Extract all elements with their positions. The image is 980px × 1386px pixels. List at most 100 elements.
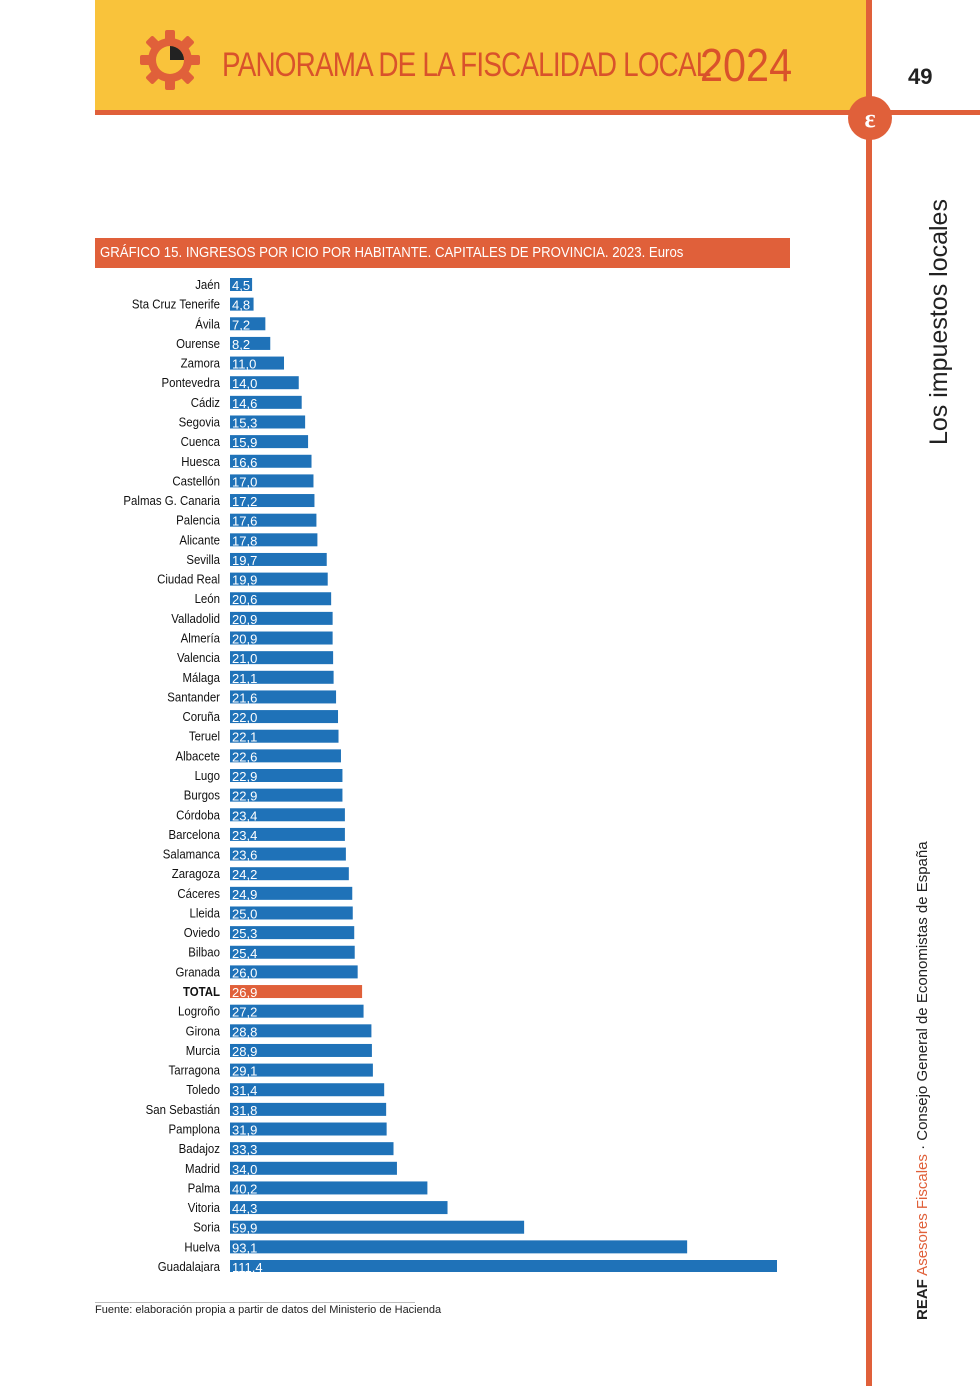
value-label: 17,2 [232, 494, 257, 509]
bar [230, 1122, 387, 1136]
side-divider [866, 0, 872, 1386]
value-label: 15,3 [232, 415, 257, 430]
value-label: 21,6 [232, 690, 257, 705]
category-label: Jaén [195, 277, 220, 292]
value-label: 22,9 [232, 789, 257, 804]
value-label: 23,4 [232, 828, 257, 843]
category-label: Pamplona [169, 1122, 221, 1137]
bar [230, 651, 334, 665]
value-label: 34,0 [232, 1162, 257, 1177]
value-label: 14,0 [232, 376, 257, 391]
category-label: Toledo [186, 1083, 220, 1098]
category-label: TOTAL [183, 984, 221, 999]
section-title: Los impuestos locales [925, 199, 953, 445]
bar [230, 1102, 387, 1116]
bar [230, 1161, 397, 1175]
value-label: 20,6 [232, 592, 257, 607]
category-label: Zaragoza [172, 867, 220, 882]
category-label: Badajoz [179, 1141, 220, 1156]
category-label: Alicante [179, 533, 220, 548]
chart-header: GRÁFICO 15. INGRESOS POR ICIO POR HABITA… [95, 238, 790, 268]
category-label: San Sebastián [146, 1102, 221, 1117]
bar [230, 336, 271, 350]
bar [230, 886, 353, 900]
bar [230, 278, 253, 291]
footnote: Fuente: elaboración propia a partir de d… [95, 1304, 442, 1316]
header-title: PANORAMA DE LA FISCALIDAD LOCAL [222, 46, 711, 84]
value-label: 22,1 [232, 730, 257, 745]
category-label: Madrid [185, 1161, 220, 1176]
category-label: Coruña [182, 709, 220, 724]
category-label: Burgos [184, 788, 220, 803]
category-label: Murcia [186, 1043, 220, 1058]
category-label: Ciudad Real [157, 572, 220, 587]
bar [230, 1004, 364, 1018]
bar [230, 867, 349, 881]
category-label: Santander [167, 690, 220, 705]
bar [230, 1063, 373, 1077]
bar [230, 435, 309, 449]
bar [230, 827, 345, 841]
publisher-asesores: Asesores Fiscales [914, 1154, 931, 1276]
category-label: Palmas G. Canaria [123, 493, 220, 508]
value-label: 59,9 [232, 1221, 257, 1236]
value-label: 21,1 [232, 671, 257, 686]
svg-text:ε: ε [864, 104, 875, 133]
value-label: 27,2 [232, 1005, 257, 1020]
category-label: Lugo [195, 768, 221, 783]
publisher-rest: · Consejo General de Economistas de Espa… [914, 841, 931, 1155]
header-divider [95, 110, 980, 115]
bar-chart: Jaén 4,5 Sta Cruz Tenerife 4,8 Ávila 7,2 Ouren… [123, 277, 777, 1272]
bar [230, 572, 328, 586]
value-label: 31,4 [232, 1083, 257, 1098]
value-label: 24,9 [232, 887, 257, 902]
category-label: Salamanca [163, 847, 220, 862]
header-year: 2024 [700, 39, 793, 91]
footnote-divider [95, 1302, 415, 1303]
bar [230, 533, 318, 547]
value-label: 33,3 [232, 1142, 257, 1157]
ec-logo-icon: ε [848, 96, 892, 140]
category-label: Córdoba [176, 808, 220, 823]
bar [230, 965, 358, 979]
category-label: Segovia [179, 415, 220, 430]
bar [230, 1181, 428, 1195]
value-label: 22,0 [232, 710, 257, 725]
category-label: Teruel [189, 729, 220, 744]
bar [230, 1142, 394, 1156]
category-label: Palma [188, 1181, 221, 1196]
bar [230, 631, 333, 645]
value-label: 20,9 [232, 632, 257, 647]
value-label: 11,0 [232, 357, 256, 372]
value-label: 21,0 [232, 651, 257, 666]
bar [230, 670, 334, 684]
value-label: 17,6 [232, 514, 257, 529]
category-label: Albacete [176, 749, 221, 764]
category-label: Valencia [177, 650, 220, 665]
bar [230, 356, 285, 370]
category-label: Huelva [184, 1240, 220, 1255]
value-label: 26,9 [232, 985, 257, 1000]
value-label: 25,4 [232, 946, 257, 961]
bar [230, 454, 312, 468]
bar [230, 788, 343, 802]
category-label: Girona [186, 1024, 220, 1039]
bar [230, 317, 266, 331]
value-label: 17,8 [232, 533, 257, 548]
category-label: León [195, 592, 221, 607]
bar [230, 906, 353, 920]
value-label: 22,9 [232, 769, 257, 784]
category-label: Bilbao [188, 945, 220, 960]
category-label: Tarragona [169, 1063, 221, 1078]
category-label: Palencia [176, 513, 220, 528]
value-label: 24,2 [232, 867, 257, 882]
category-label: Cádiz [191, 395, 220, 410]
bar [230, 1083, 385, 1097]
category-label: Sevilla [186, 552, 220, 567]
category-label: Huesca [181, 454, 220, 469]
bar [230, 1043, 372, 1057]
category-label: Logroño [178, 1004, 220, 1019]
bar [230, 395, 302, 409]
category-label: Valladolid [171, 611, 220, 626]
bar [230, 1220, 525, 1234]
